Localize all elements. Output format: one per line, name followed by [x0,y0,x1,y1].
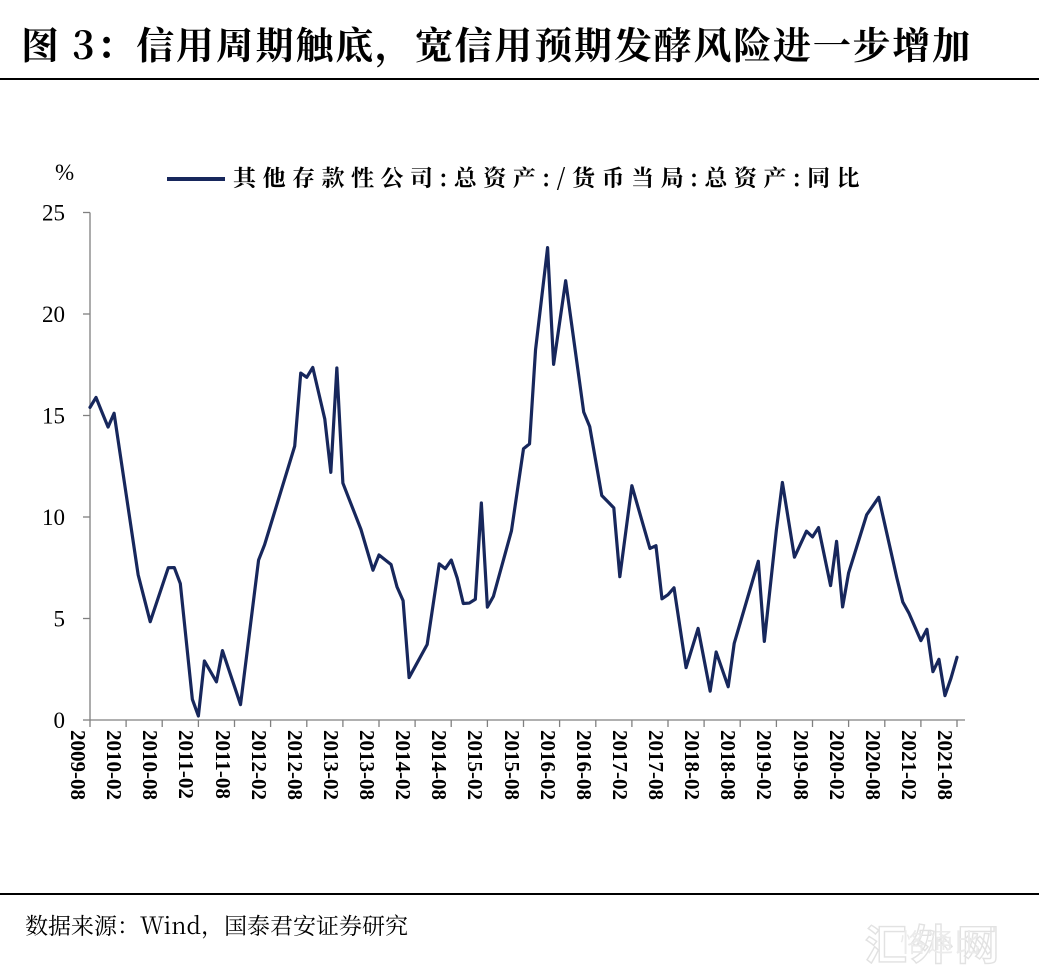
svg-text:5: 5 [54,607,66,632]
svg-text:25: 25 [42,201,65,226]
svg-text:0: 0 [54,708,66,733]
svg-text:15: 15 [42,404,65,429]
svg-text:20: 20 [42,302,65,327]
svg-text:10: 10 [42,505,65,530]
